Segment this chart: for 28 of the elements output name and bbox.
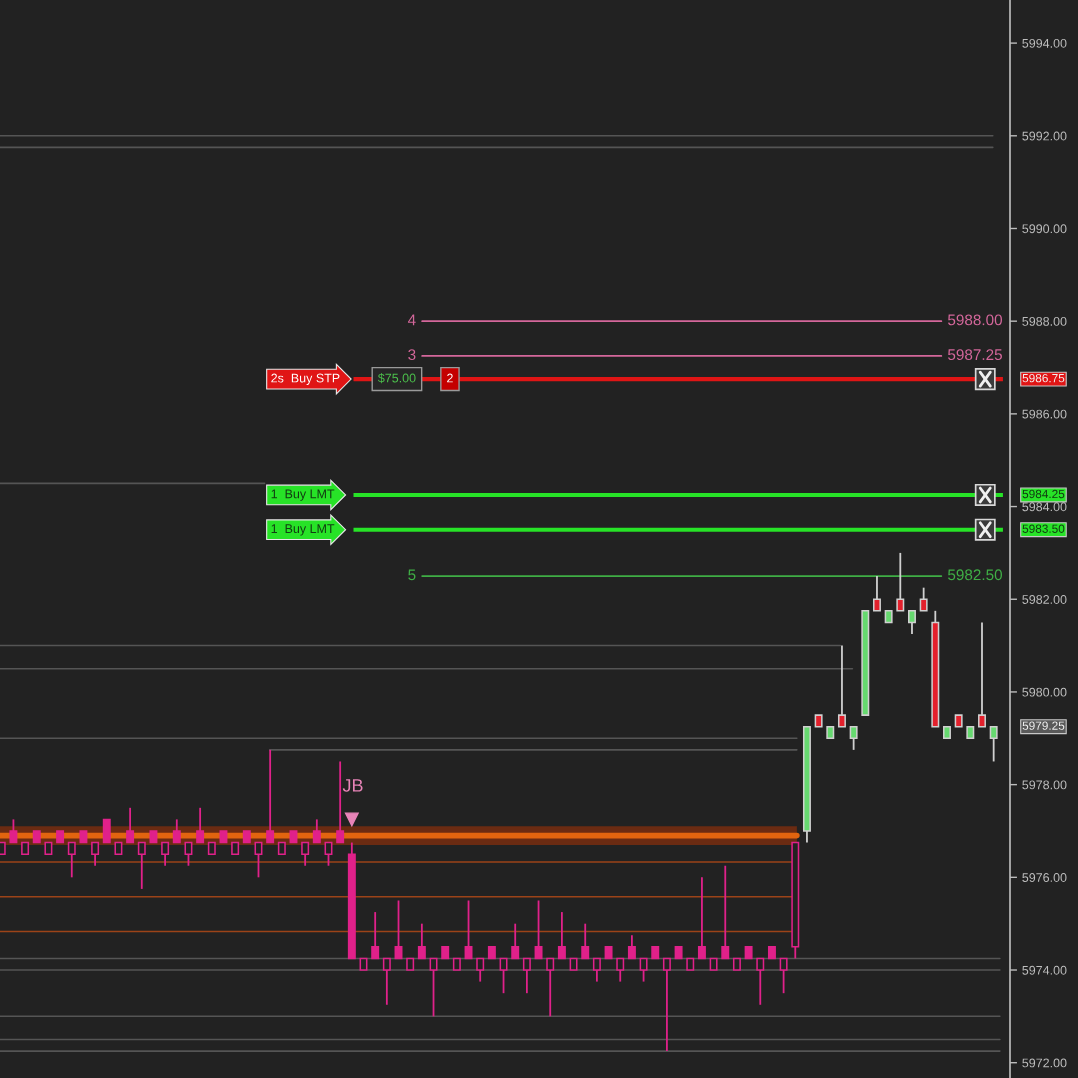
ref-line-label: 5988.00 bbox=[947, 314, 1003, 326]
y-tick-label: 5982.00 bbox=[1022, 595, 1067, 604]
annotation: JB bbox=[342, 779, 363, 792]
ref-line-label: 5987.25 bbox=[947, 349, 1002, 361]
y-tick-label: 5972.00 bbox=[1022, 1058, 1067, 1068]
ref-line-label: 1 Buy LMT bbox=[271, 524, 335, 536]
y-tick-label: 5978.00 bbox=[1022, 780, 1067, 790]
y-tick-label: 5992.00 bbox=[1022, 131, 1067, 141]
annotation: 2 bbox=[447, 373, 453, 383]
y-tick-label: 5986.75 bbox=[1022, 373, 1065, 383]
y-tick-label: 5983.50 bbox=[1022, 524, 1065, 533]
y-tick-label: 5986.00 bbox=[1022, 409, 1067, 419]
ref-line-label: 2s Buy STP bbox=[271, 373, 340, 385]
y-tick-label: 5984.00 bbox=[1022, 502, 1067, 512]
annotation: 4 bbox=[407, 314, 416, 326]
y-tick-label: 5979.25 bbox=[1022, 721, 1065, 730]
y-tick-label: 5984.25 bbox=[1022, 489, 1065, 499]
ref-line-label: 5982.50 bbox=[947, 569, 1003, 581]
annotation: 3 bbox=[408, 349, 416, 361]
annotation: $75.00 bbox=[377, 373, 416, 384]
y-tick-label: 5994.00 bbox=[1022, 38, 1067, 48]
y-tick-label: 5988.00 bbox=[1022, 316, 1067, 326]
y-tick-label: 5974.00 bbox=[1022, 965, 1067, 975]
y-tick-label: 5980.00 bbox=[1022, 687, 1067, 697]
annotation: 5 bbox=[408, 569, 416, 581]
y-tick-label: 5990.00 bbox=[1022, 224, 1067, 234]
ref-line-label: 1 Buy LMT bbox=[271, 489, 335, 501]
y-tick-label: 5976.00 bbox=[1022, 873, 1067, 882]
